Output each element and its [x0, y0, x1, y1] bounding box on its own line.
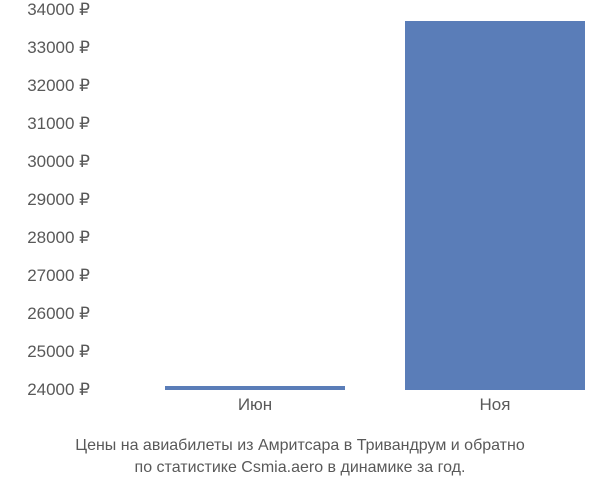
- y-tick-label: 32000 ₽: [27, 76, 90, 96]
- x-tick-label: Ноя: [480, 395, 511, 415]
- price-chart: 24000 ₽ 25000 ₽ 26000 ₽ 27000 ₽ 28000 ₽ 29000…: [0, 0, 600, 500]
- y-tick-label: 26000 ₽: [27, 304, 90, 324]
- y-tick-label: 28000 ₽: [27, 228, 90, 248]
- y-tick-label: 25000 ₽: [27, 342, 90, 362]
- caption-line-1: Цены на авиабилеты из Амритсара в Триван…: [10, 435, 590, 457]
- y-tick-label: 27000 ₽: [27, 266, 90, 286]
- y-tick-label: 31000 ₽: [27, 114, 90, 134]
- caption-line-2: по статистике Csmia.aero в динамике за г…: [10, 457, 590, 479]
- bar: [405, 21, 585, 390]
- y-tick-label: 33000 ₽: [27, 38, 90, 58]
- y-axis: 24000 ₽25000 ₽26000 ₽27000 ₽28000 ₽29000…: [0, 10, 95, 390]
- x-axis: Июн Ноя: [100, 395, 580, 425]
- y-tick-label: 24000 ₽: [27, 380, 90, 400]
- chart-caption: Цены на авиабилеты из Амритсара в Триван…: [0, 435, 600, 480]
- y-tick-label: 30000 ₽: [27, 152, 90, 172]
- x-tick-label: Июн: [238, 395, 272, 415]
- y-tick-label: 29000 ₽: [27, 190, 90, 210]
- bar: [165, 386, 345, 390]
- plot-area: [100, 10, 580, 390]
- y-tick-label: 34000 ₽: [27, 0, 90, 20]
